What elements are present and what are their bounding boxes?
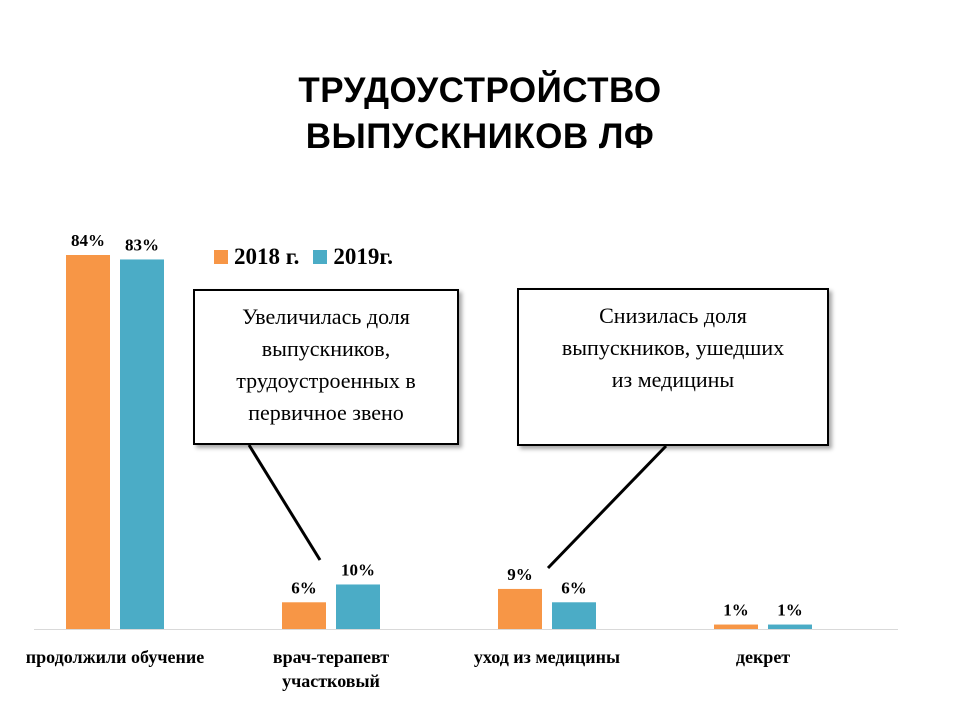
category-label: уход из медицины <box>427 645 667 669</box>
legend-label-2019: 2019г. <box>333 244 393 269</box>
legend-swatch-2019 <box>313 250 328 264</box>
callout-increase-line: трудоустроенных в <box>236 368 416 393</box>
legend-item-2018: 2018 г. <box>214 244 299 270</box>
callout-decrease-line: Снизилась доля <box>599 303 747 328</box>
callout-decrease-line: из медицины <box>611 367 735 392</box>
data-label: 10% <box>341 560 375 579</box>
legend-item-2019: 2019г. <box>313 244 393 270</box>
bar-2019 <box>768 624 812 629</box>
legend-swatch-2018 <box>214 250 228 264</box>
category-label-line: уход из медицины <box>473 647 621 667</box>
legend-label-2018: 2018 г. <box>234 244 300 269</box>
data-label: 83% <box>125 235 159 254</box>
bar-2018 <box>498 588 542 629</box>
data-label: 1% <box>777 601 803 620</box>
callout-increase-line: выпускников, <box>261 336 391 361</box>
bar-2018 <box>66 255 110 629</box>
category-label-line: участковый <box>282 671 380 691</box>
callout-decrease-line: выпускников, ушедших <box>561 335 785 360</box>
data-label: 1% <box>723 601 749 620</box>
bar-2019 <box>120 259 164 629</box>
category-label-line: декрет <box>735 647 791 667</box>
data-label: 9% <box>507 565 533 584</box>
category-label: врач-терапевт участковый <box>211 645 451 693</box>
callout-increase-line: Увеличилась доля <box>242 304 410 329</box>
legend: 2018 г. 2019г. <box>214 244 393 270</box>
callout-increase: Увеличилась доля выпускников, трудоустро… <box>193 289 459 445</box>
data-label: 6% <box>291 578 317 597</box>
data-label: 84% <box>71 231 105 250</box>
chart-title: ТРУДОУСТРОЙСТВО ВЫПУСКНИКОВ ЛФ <box>0 68 960 160</box>
title-line-1: ТРУДОУСТРОЙСТВО <box>298 71 662 110</box>
callout-decrease: Снизилась доля выпускников, ушедших из м… <box>517 288 829 446</box>
category-label: декрет <box>643 645 883 669</box>
category-label-line: врач-терапевт <box>272 647 390 667</box>
bar-2018 <box>282 602 326 629</box>
bar-2019 <box>336 584 380 629</box>
title-line-2: ВЫПУСКНИКОВ ЛФ <box>305 117 655 156</box>
category-label-line: продолжили обучение <box>25 647 205 667</box>
bar-2018 <box>714 624 758 629</box>
callout-increase-line: первичное звено <box>248 400 404 425</box>
callout-increase-pointer <box>247 444 322 561</box>
category-label: продолжили обучение <box>0 645 235 669</box>
data-label: 6% <box>561 578 587 597</box>
bar-2019 <box>552 602 596 629</box>
callout-decrease-pointer <box>546 444 668 570</box>
